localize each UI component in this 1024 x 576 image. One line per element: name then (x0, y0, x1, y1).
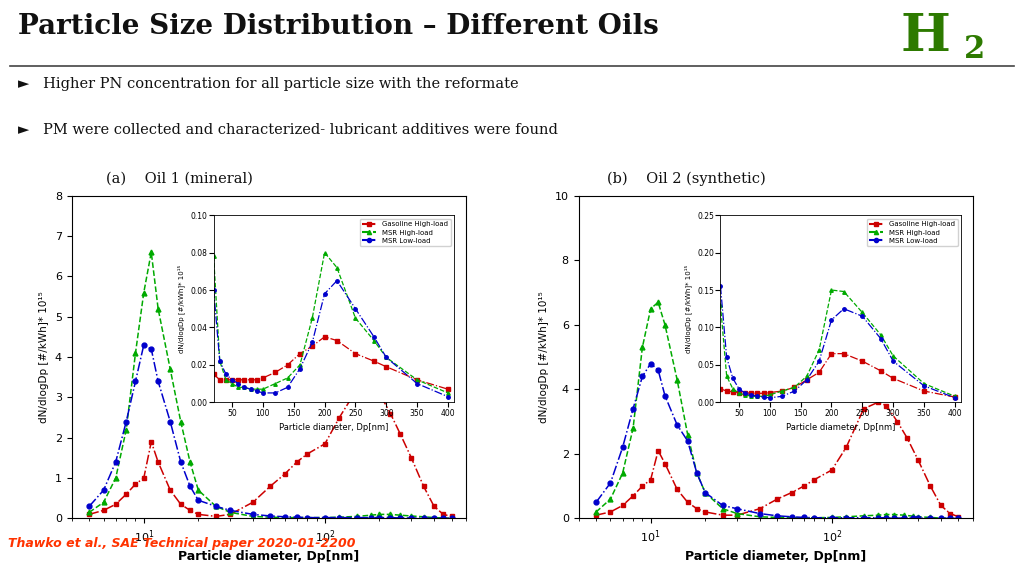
Text: ►   PM were collected and characterized- lubricant additives were found: ► PM were collected and characterized- l… (18, 123, 558, 137)
Text: (b)    Oil 2 (synthetic): (b) Oil 2 (synthetic) (606, 172, 766, 185)
Y-axis label: dN/dlogDp [#/kWh]* 10¹⁵: dN/dlogDp [#/kWh]* 10¹⁵ (540, 291, 549, 423)
Text: Thawko et al., SAE Technical paper 2020-01-2200: Thawko et al., SAE Technical paper 2020-… (8, 537, 355, 550)
Y-axis label: dN/dlogDp [#/kWh]* 10¹⁵: dN/dlogDp [#/kWh]* 10¹⁵ (39, 291, 49, 423)
Text: 2: 2 (965, 35, 985, 66)
Text: (a)    Oil 1 (mineral): (a) Oil 1 (mineral) (105, 172, 253, 185)
X-axis label: Particle diameter, Dp[nm]: Particle diameter, Dp[nm] (685, 550, 866, 563)
Text: H: H (901, 11, 950, 62)
Text: ►   Higher PN concentration for all particle size with the reformate: ► Higher PN concentration for all partic… (18, 77, 519, 90)
Text: Particle Size Distribution – Different Oils: Particle Size Distribution – Different O… (18, 13, 659, 40)
X-axis label: Particle diameter, Dp[nm]: Particle diameter, Dp[nm] (178, 550, 359, 563)
Text: 9: 9 (990, 541, 1007, 562)
